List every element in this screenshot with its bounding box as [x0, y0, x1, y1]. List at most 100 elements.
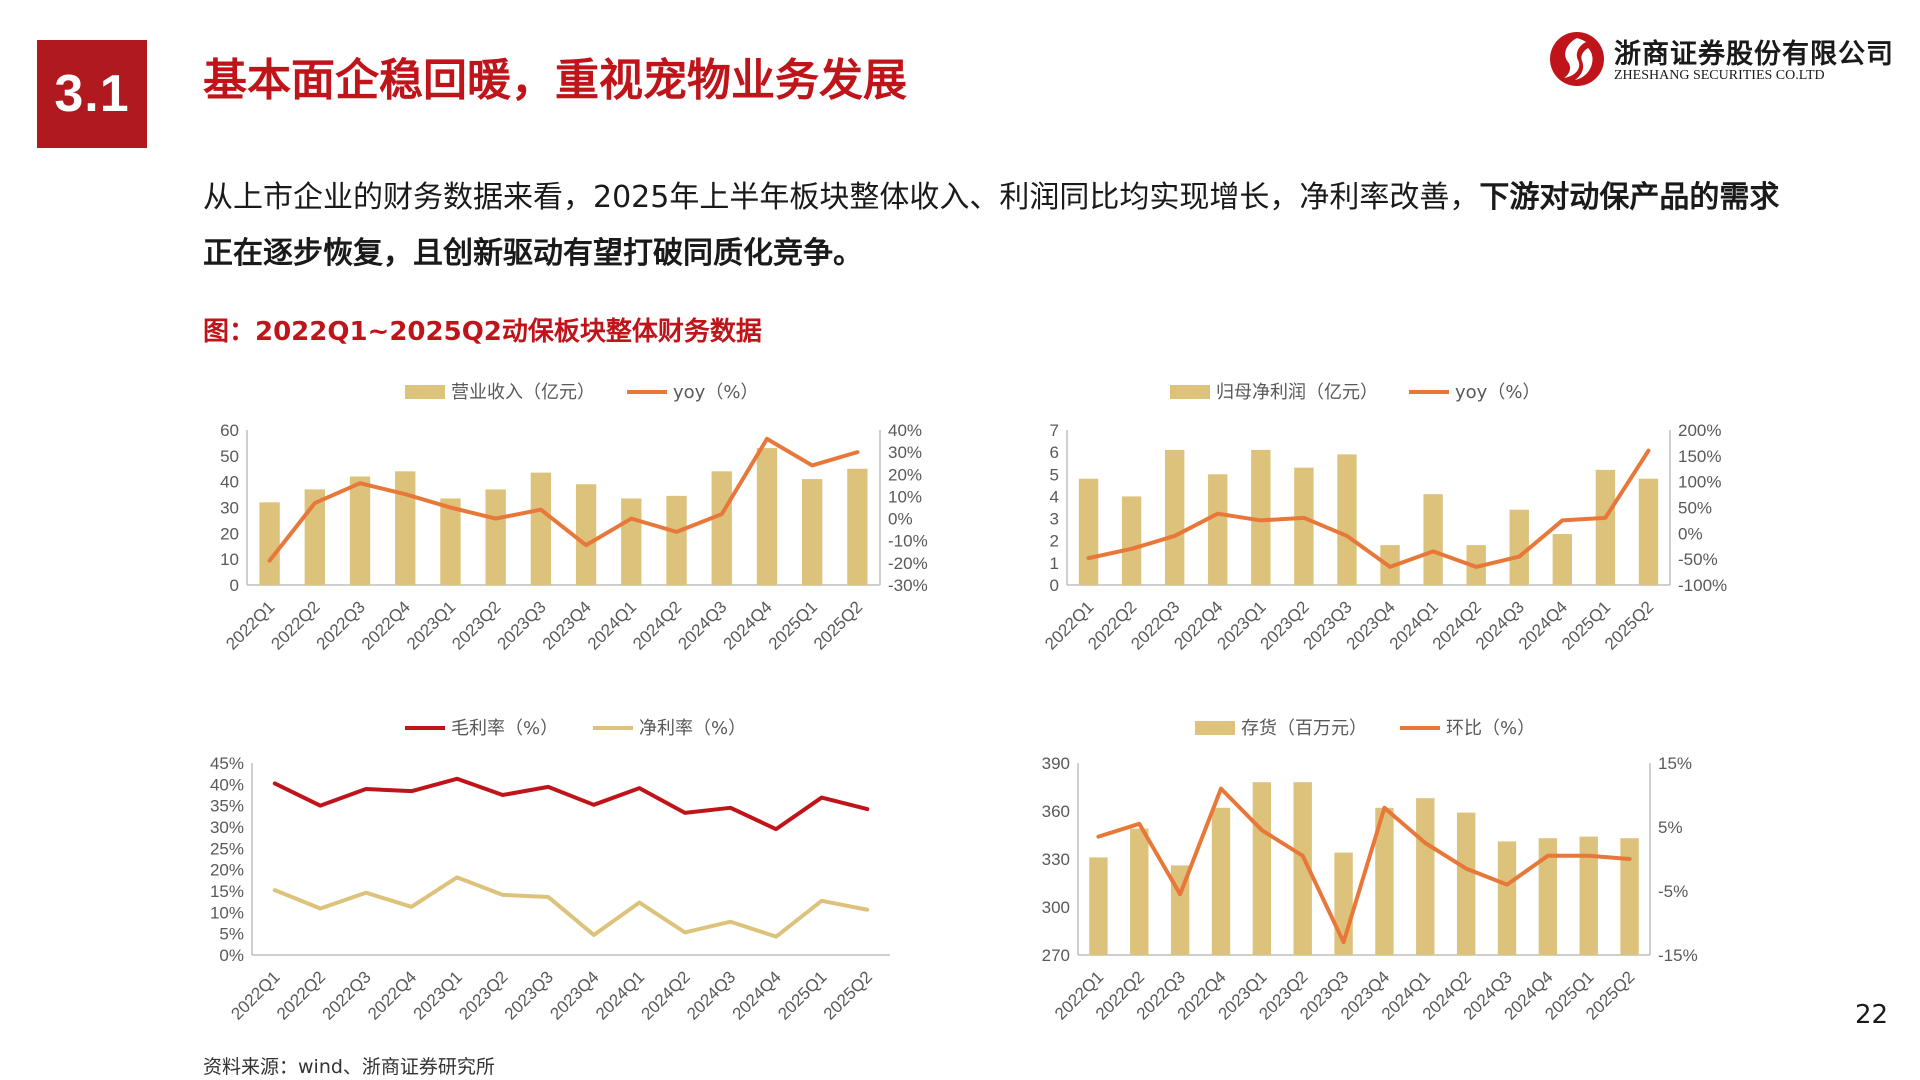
bar — [485, 489, 506, 585]
y-tick-label-left: 30 — [220, 499, 239, 518]
x-tick-label: 2024Q1 — [584, 597, 640, 653]
bar — [1293, 782, 1312, 955]
y-tick-label-left: 0% — [219, 946, 244, 965]
y-tick-label-right: 0% — [888, 510, 913, 529]
x-tick-label: 2024Q1 — [592, 967, 648, 1023]
y-tick-label-left: 300 — [1042, 898, 1070, 917]
x-tick-label: 2022Q4 — [364, 967, 420, 1023]
section-number-badge: 3.1 — [37, 40, 147, 148]
company-logo: 浙商证券股份有限公司 ZHESHANG SECURITIES CO.LTD — [1548, 30, 1893, 92]
bar — [575, 484, 597, 585]
bar — [1552, 534, 1573, 585]
y-tick-label-right: 40% — [888, 421, 922, 440]
y-tick-label-left: 3 — [1050, 510, 1059, 529]
y-tick-label-right: -10% — [888, 532, 928, 551]
x-tick-label: 2023Q1 — [403, 597, 459, 653]
y-tick-label-left: 10 — [220, 550, 239, 569]
series-line — [1086, 448, 1651, 569]
legend-label: 净利率（%） — [639, 718, 746, 739]
bar — [711, 471, 732, 585]
y-tick-label-right: -20% — [888, 554, 928, 573]
y-tick-label-right: 200% — [1678, 421, 1721, 440]
legend-label: 归母净利润（亿元） — [1216, 382, 1378, 403]
x-tick-label: 2024Q4 — [720, 597, 776, 653]
bar — [1509, 509, 1529, 585]
y-tick-label-right: 0% — [1678, 524, 1703, 543]
y-tick-label-left: 25% — [210, 839, 244, 858]
bar — [1620, 838, 1639, 955]
bar — [1211, 807, 1231, 955]
bar — [1538, 838, 1558, 955]
bar — [1089, 857, 1108, 955]
series-line — [272, 776, 870, 832]
chart-svg: 270300330360390-15%-5%5%15%2022Q12022Q22… — [1042, 718, 1698, 1024]
y-tick-label-left: 30% — [210, 818, 244, 837]
series-line — [1096, 786, 1632, 945]
bar — [1423, 494, 1443, 585]
bar — [440, 498, 461, 585]
bar — [847, 468, 868, 585]
y-tick-label-left: 60 — [220, 421, 239, 440]
y-tick-label-left: 270 — [1042, 946, 1070, 965]
x-tick-label: 2023Q2 — [448, 597, 504, 653]
y-tick-label-left: 15% — [210, 882, 244, 901]
x-tick-label: 2023Q3 — [501, 967, 557, 1023]
bar — [1375, 807, 1394, 955]
body-text-bold: 下游对动保产品的需求正在逐步恢复，且创新驱动有望打破同质化竞争。 — [203, 180, 1780, 271]
x-tick-label: 2024Q4 — [729, 967, 785, 1023]
legend-label: yoy（%） — [673, 382, 758, 403]
bar — [1130, 828, 1149, 955]
y-tick-label-left: 5 — [1050, 465, 1059, 484]
y-tick-label-left: 45% — [210, 754, 244, 773]
x-tick-label: 2025Q2 — [1601, 597, 1657, 653]
x-tick-label: 2022Q1 — [222, 597, 278, 653]
revenue-chart: 0 10 20 30 40 50 60 -30% -20% -10% 0% 10% 20% 30% 40% 2… — [200, 370, 928, 690]
x-tick-label: 2022Q2 — [267, 597, 323, 653]
bar — [1164, 449, 1185, 585]
legend-label: yoy（%） — [1455, 382, 1540, 403]
chart-svg: 0 10 20 30 40 50 60 -30% -20% -10% 0% 10% 20% 30% 40% 2… — [220, 382, 928, 654]
x-tick-label: 2023Q4 — [546, 967, 602, 1023]
y-tick-label-left: 5% — [219, 925, 244, 944]
legend-swatch-bar — [1195, 721, 1235, 735]
y-tick-label-right: -30% — [888, 576, 928, 595]
y-tick-label-right: 10% — [888, 487, 922, 506]
bar — [1456, 812, 1476, 955]
chart-svg: 01234567-100%-50%0%50%100%150%200%2022Q1… — [1041, 382, 1727, 654]
x-tick-label: 2025Q1 — [765, 597, 821, 653]
body-text-plain: 从上市企业的财务数据来看，2025年上半年板块整体收入、利润同比均实现增长，净利… — [203, 180, 1480, 215]
bar — [666, 495, 687, 585]
y-tick-label-left: 1 — [1050, 554, 1059, 573]
x-tick-label: 2023Q1 — [410, 967, 466, 1023]
x-tick-label: 2023Q3 — [494, 597, 550, 653]
y-tick-label-left: 35% — [210, 797, 244, 816]
bar — [304, 489, 325, 585]
y-tick-label-right: -15% — [1658, 946, 1698, 965]
y-tick-label-left: 0 — [1050, 576, 1059, 595]
y-tick-label-left: 7 — [1050, 421, 1059, 440]
chart-svg: 0% 5% 10% 15% 20% 25% 30% 35% 40% 45% 2022Q12022Q2… — [210, 718, 890, 1024]
figure-caption: 图：2022Q1~2025Q2动保板块整体财务数据 — [203, 317, 762, 347]
bar — [1078, 478, 1099, 585]
bar — [1337, 454, 1357, 585]
y-tick-label-left: 390 — [1042, 754, 1070, 773]
y-tick-label-left: 4 — [1050, 487, 1059, 506]
x-tick-label: 2022Q2 — [273, 967, 329, 1023]
legend-label: 毛利率（%） — [451, 718, 558, 739]
x-tick-label: 2023Q4 — [539, 597, 595, 653]
bar — [1251, 449, 1271, 585]
series-line — [267, 436, 860, 563]
y-tick-label-left: 40 — [220, 473, 239, 492]
bar — [1121, 496, 1142, 585]
slide-title: 基本面企稳回暖，重视宠物业务发展 — [203, 55, 907, 106]
net-profit-chart: 0 1 2 3 4 5 6 7 -100% -50% 0% 50% 100% 150% 200% 2022Q1… — [1020, 370, 1727, 690]
y-tick-label-left: 6 — [1050, 443, 1059, 462]
y-tick-label-left: 330 — [1042, 850, 1070, 869]
y-tick-label-left: 360 — [1042, 802, 1070, 821]
x-tick-label: 2022Q3 — [319, 967, 375, 1023]
bar — [395, 471, 416, 585]
y-tick-label-left: 50 — [220, 447, 239, 466]
y-tick-label-left: 2 — [1050, 532, 1059, 551]
y-tick-label-left: 10% — [210, 903, 244, 922]
bar — [1416, 798, 1435, 955]
